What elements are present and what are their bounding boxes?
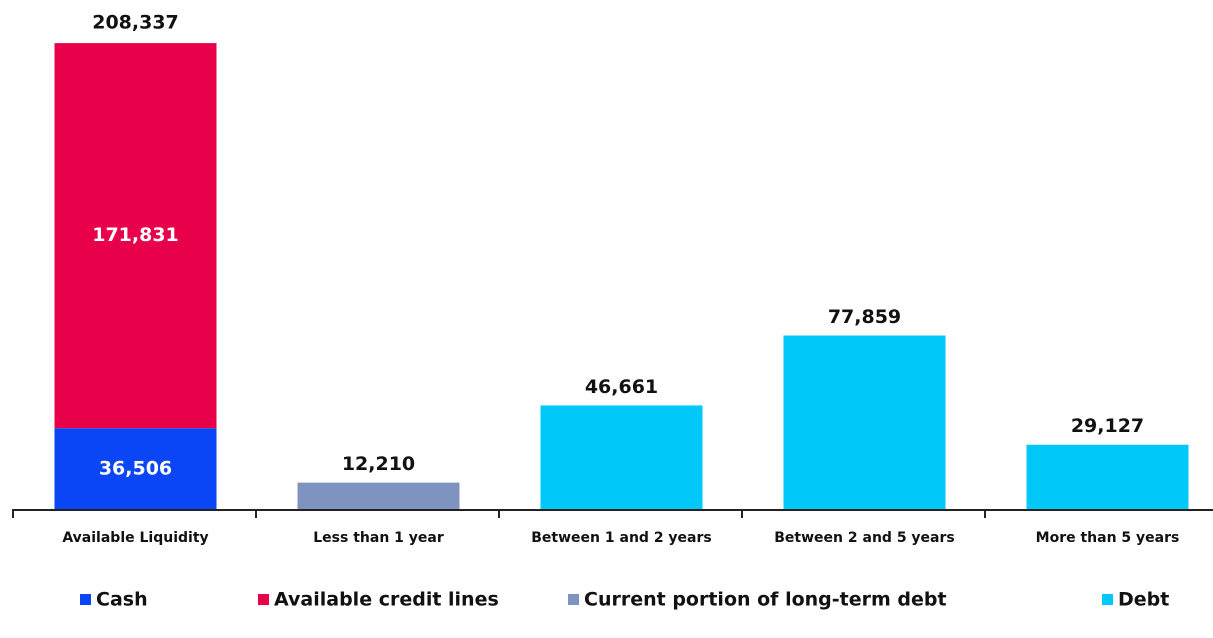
value-label: 77,859	[828, 306, 901, 328]
bar-segment	[540, 405, 703, 510]
value-label: 171,831	[92, 224, 179, 246]
legend-label: Current portion of long-term debt	[584, 589, 947, 611]
legend-swatch	[568, 594, 579, 605]
legend-label: Debt	[1118, 589, 1169, 611]
total-label: 208,337	[92, 12, 179, 34]
value-label: 46,661	[585, 376, 658, 398]
bar-segment	[297, 482, 460, 510]
value-label: 29,127	[1071, 415, 1144, 437]
bar-segment	[783, 335, 946, 510]
x-tick-label: Less than 1 year	[313, 530, 444, 546]
x-tick-label: More than 5 years	[1036, 530, 1180, 546]
legend-label: Cash	[96, 589, 148, 611]
legend-swatch	[80, 594, 91, 605]
value-label: 12,210	[342, 453, 415, 475]
legend-swatch	[258, 594, 269, 605]
legend-swatch	[1102, 594, 1113, 605]
x-tick-label: Between 2 and 5 years	[774, 530, 954, 546]
value-label: 36,506	[99, 458, 172, 480]
bar-segment	[54, 43, 217, 429]
bar-segment	[1026, 444, 1189, 510]
x-tick-label: Available Liquidity	[62, 530, 208, 546]
bar-segment	[54, 428, 217, 510]
legend-label: Available credit lines	[274, 589, 499, 611]
x-tick-label: Between 1 and 2 years	[531, 530, 711, 546]
